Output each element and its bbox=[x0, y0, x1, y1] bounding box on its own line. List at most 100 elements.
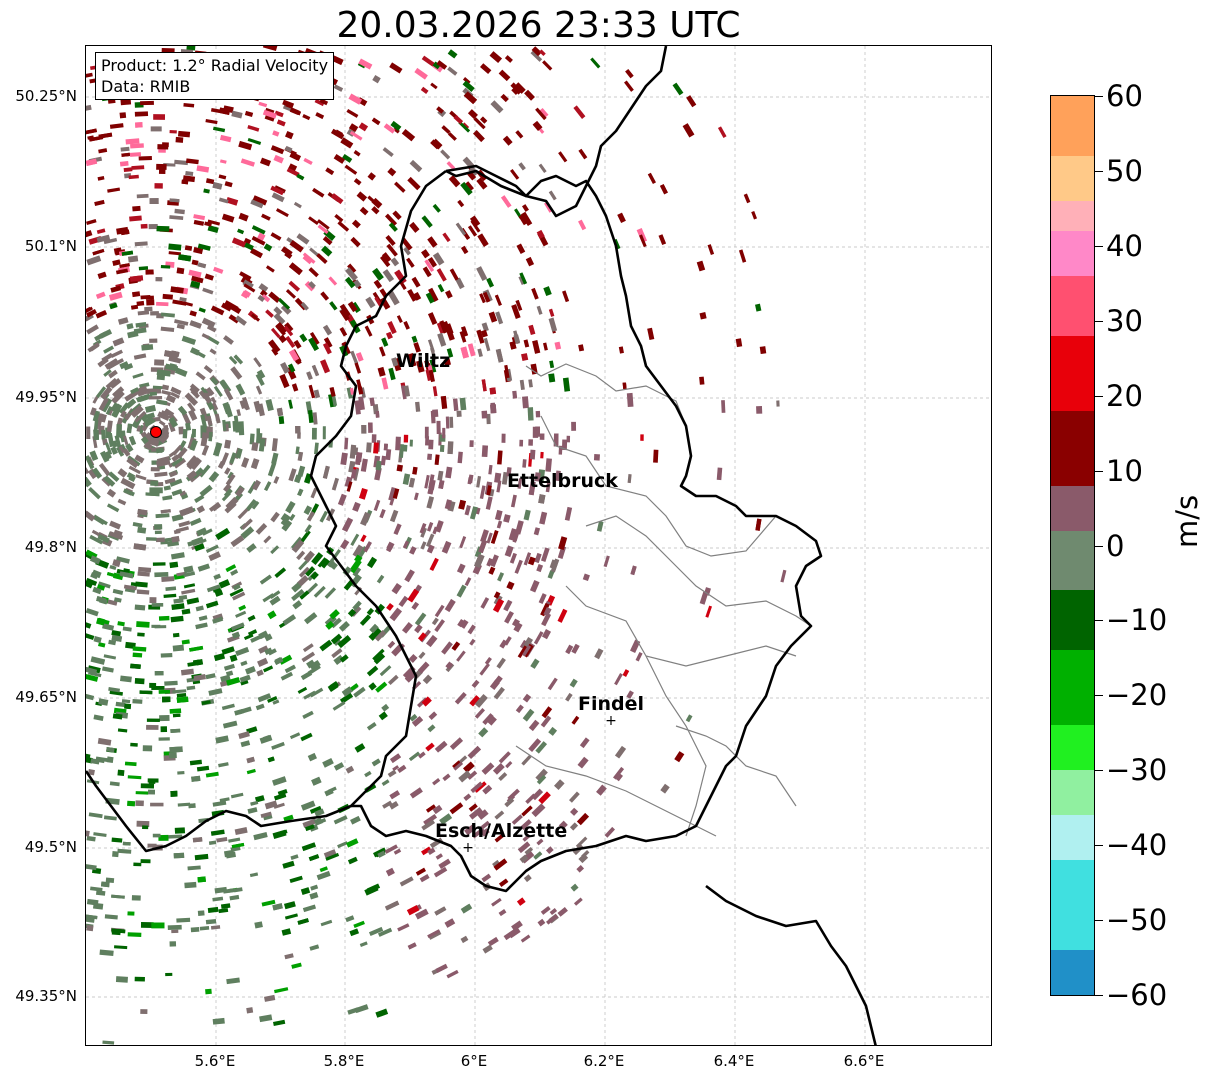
radar-echo-bin bbox=[181, 608, 191, 615]
radar-echo-bin bbox=[531, 803, 546, 818]
radar-echo-bin bbox=[261, 213, 271, 221]
radar-echo-bin bbox=[262, 593, 275, 603]
radar-echo-bin bbox=[191, 536, 205, 546]
radar-echo-bin bbox=[322, 236, 333, 246]
radar-echo-bin bbox=[625, 68, 634, 79]
radar-echo-bin bbox=[528, 719, 540, 732]
radar-echo-bin bbox=[86, 864, 97, 871]
lon-tick-label: 6.6°E bbox=[843, 1052, 885, 1070]
radar-echo-bin bbox=[219, 159, 227, 164]
radar-echo-bin bbox=[481, 410, 488, 419]
radar-echo-bin bbox=[480, 828, 490, 837]
radar-echo-bin bbox=[110, 358, 125, 368]
radar-echo-bin bbox=[106, 420, 113, 432]
radar-echo-bin bbox=[350, 350, 359, 365]
map-panel[interactable]: + + bbox=[85, 45, 992, 1046]
radar-echo-bin bbox=[425, 292, 435, 304]
radar-echo-bin bbox=[519, 272, 528, 285]
radar-echo-bin bbox=[108, 369, 118, 379]
radar-echo-bin bbox=[131, 895, 141, 901]
radar-echo-bin bbox=[387, 167, 397, 177]
radar-echo-bin bbox=[138, 266, 149, 271]
radar-echo-bin bbox=[532, 339, 541, 354]
radar-echo-bin bbox=[228, 355, 238, 365]
radar-echo-bin bbox=[178, 254, 192, 262]
radar-echo-bin bbox=[158, 420, 166, 427]
radar-echo-bin bbox=[415, 867, 427, 876]
radar-echo-bin bbox=[90, 656, 106, 665]
radar-echo-bin bbox=[274, 792, 287, 801]
radar-echo-bin bbox=[98, 148, 108, 154]
radar-echo-bin bbox=[89, 555, 101, 565]
radar-echo-bin bbox=[430, 410, 436, 424]
canton-borders bbox=[515, 363, 812, 837]
radar-echo-bin bbox=[213, 652, 226, 662]
radar-echo-bin bbox=[378, 711, 388, 721]
radar-echo-bin bbox=[258, 283, 269, 293]
radar-echo-bin bbox=[373, 653, 386, 665]
radar-echo-bin bbox=[504, 545, 514, 558]
radar-echo-bin bbox=[495, 348, 504, 363]
radar-echo-bin bbox=[464, 823, 477, 836]
radar-echo-bin bbox=[494, 834, 504, 843]
radar-echo-bin bbox=[412, 466, 418, 475]
radar-echo-bin bbox=[474, 553, 485, 569]
colorbar-tick bbox=[1095, 245, 1103, 247]
radar-echo-bin bbox=[231, 237, 247, 248]
radar-echo-bin bbox=[406, 257, 415, 268]
radar-echo-bin bbox=[343, 579, 354, 591]
radar-echo-bin bbox=[421, 819, 436, 831]
radar-echo-bin bbox=[432, 386, 438, 397]
radar-echo-bin bbox=[109, 123, 124, 129]
colorbar-tick bbox=[1095, 920, 1103, 922]
radar-echo-bin bbox=[106, 488, 117, 498]
radar-echoes bbox=[86, 46, 787, 1045]
radar-echo-bin bbox=[434, 454, 440, 465]
radar-echo-bin bbox=[135, 800, 144, 807]
radar-echo-bin bbox=[322, 426, 326, 440]
radar-echo-bin bbox=[282, 614, 297, 626]
radar-echo-bin bbox=[86, 104, 92, 111]
radar-echo-bin bbox=[511, 618, 521, 628]
radar-echo-bin bbox=[260, 811, 272, 818]
radar-echo-bin bbox=[340, 539, 350, 550]
radar-echo-bin bbox=[297, 488, 304, 497]
radar-echo-bin bbox=[368, 926, 384, 937]
radar-echo-bin bbox=[148, 396, 163, 400]
radar-echo-bin bbox=[127, 800, 136, 807]
radar-echo-bin bbox=[117, 449, 124, 457]
radar-echo-bin bbox=[333, 84, 344, 92]
radar-echo-bin bbox=[135, 122, 143, 128]
radar-echo-bin bbox=[545, 482, 551, 493]
radar-echo-bin bbox=[308, 337, 319, 351]
radar-echo-bin bbox=[437, 470, 444, 481]
radar-echo-bin bbox=[302, 643, 314, 653]
colorbar-band bbox=[1051, 860, 1094, 951]
radar-echo-bin bbox=[90, 758, 100, 765]
radar-echo-bin bbox=[479, 293, 486, 304]
radar-echo-bin bbox=[181, 412, 192, 426]
radar-echo-bin bbox=[542, 60, 553, 71]
radar-echo-bin bbox=[394, 269, 407, 285]
radar-echo-bin bbox=[460, 935, 469, 944]
radar-echo-bin bbox=[300, 800, 316, 811]
radar-echo-bin bbox=[396, 315, 403, 323]
radar-echo-bin bbox=[493, 686, 505, 700]
radar-echo-bin bbox=[436, 106, 444, 114]
radar-echo-bin bbox=[259, 157, 272, 167]
radar-echo-bin bbox=[319, 510, 328, 523]
radar-echo-bin bbox=[372, 648, 385, 661]
radar-echo-bin bbox=[382, 147, 394, 157]
radar-echo-bin bbox=[117, 468, 128, 478]
radar-echo-bin bbox=[263, 243, 273, 252]
radar-echo-bin bbox=[191, 259, 199, 266]
radar-echo-bin bbox=[112, 851, 119, 858]
radar-echo-bin bbox=[479, 485, 486, 500]
radar-echo-bin bbox=[435, 963, 448, 973]
radar-echo-bin bbox=[519, 439, 524, 447]
radar-echo-bin bbox=[103, 815, 117, 821]
radar-echo-bin bbox=[161, 384, 170, 391]
radar-echo-bin bbox=[247, 807, 258, 814]
radar-echo-bin bbox=[130, 304, 139, 310]
radar-echo-bin bbox=[361, 424, 367, 434]
